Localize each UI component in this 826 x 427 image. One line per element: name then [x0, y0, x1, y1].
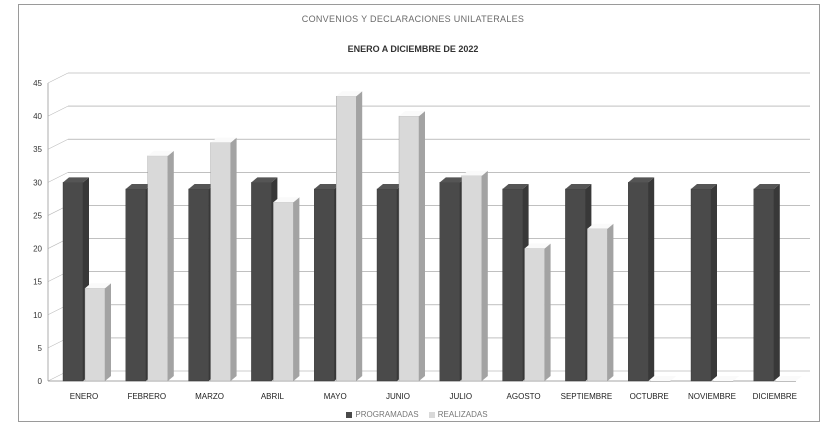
x-category-label: OCTUBRE [630, 392, 669, 401]
bar-top [210, 137, 237, 143]
bar-realizadas [336, 96, 357, 382]
bar-side [105, 283, 111, 381]
bar-top [273, 197, 300, 203]
bar-side [419, 111, 425, 381]
x-category-label: MAYO [324, 392, 347, 401]
bar-top [461, 170, 488, 176]
bar-realizadas [210, 142, 231, 382]
bar-programadas [439, 182, 460, 382]
y-tick-label: 15 [33, 278, 42, 287]
bar-side [230, 137, 237, 381]
bar-programadas [753, 188, 774, 382]
bar-programadas [628, 182, 649, 382]
x-category-label: SEPTIEMBRE [561, 392, 613, 401]
gridline-depth [47, 105, 69, 117]
legend-swatch-programadas [346, 411, 353, 418]
bar-top [125, 183, 152, 189]
bar-top [628, 177, 655, 183]
bar-side [293, 197, 300, 381]
bar-top [399, 111, 425, 117]
bar-top [85, 283, 111, 289]
gridline-depth [47, 72, 69, 84]
chart-subtitle: ENERO A DICIEMBRE DE 2022 [347, 44, 479, 54]
y-tick-label: 45 [33, 79, 42, 88]
bar-programadas [125, 188, 147, 382]
legend-label-programadas: PROGRAMADAS [355, 410, 419, 419]
y-tick-label: 5 [38, 344, 43, 353]
bar-top [713, 376, 739, 381]
bar-top [753, 183, 780, 189]
bar-realizadas [587, 228, 608, 382]
gridline-depth [47, 172, 69, 183]
x-category-label: DICIEMBRE [753, 392, 797, 401]
x-category-label: JUNIO [386, 392, 410, 401]
bar-top [587, 223, 614, 229]
bar-programadas [565, 188, 586, 382]
bar-programadas [314, 188, 335, 382]
bar-realizadas [147, 155, 169, 382]
bar-programadas [188, 188, 209, 382]
bar-top [691, 183, 717, 189]
bar-side [544, 243, 551, 381]
y-tick-label: 40 [33, 112, 42, 121]
y-tick-label: 10 [33, 311, 42, 320]
x-category-label: ENERO [70, 392, 98, 401]
bar-top [188, 183, 215, 189]
bar-programadas [376, 188, 398, 382]
bar-top [439, 177, 466, 183]
bar-top [147, 150, 174, 156]
bar-top [650, 376, 677, 381]
bar-side [481, 170, 488, 381]
bar-top [336, 91, 363, 97]
bar-top [524, 243, 551, 249]
bar-programadas [502, 188, 523, 382]
y-tick-label: 20 [33, 245, 42, 254]
bar-realizadas [650, 380, 671, 382]
bar-top [251, 177, 278, 183]
bar-side [607, 223, 614, 381]
y-tick-label: 25 [33, 211, 42, 220]
bar-top [775, 376, 802, 381]
bar-top [377, 183, 403, 189]
x-category-label: FEBRERO [127, 392, 166, 401]
bar-side [648, 177, 655, 381]
bar-top [63, 177, 89, 183]
bar-realizadas [775, 380, 796, 382]
bar-realizadas [398, 115, 420, 382]
x-category-label: ABRIL [261, 392, 285, 401]
chart-title: CONVENIOS Y DECLARACIONES UNILATERALES [301, 14, 525, 24]
bar-realizadas [712, 380, 734, 382]
bar-top [314, 183, 341, 189]
bar-realizadas [461, 175, 482, 382]
x-category-label: MARZO [195, 392, 224, 401]
legend-label-realizadas: REALIZADAS [437, 410, 488, 419]
y-tick-label: 30 [33, 178, 42, 187]
legend: PROGRAMADAS REALIZADAS [0, 410, 826, 419]
bar-programadas [251, 182, 272, 382]
bar-side [167, 150, 174, 381]
bar-programadas [62, 182, 84, 382]
bar-side [356, 91, 363, 381]
legend-swatch-realizadas [428, 411, 435, 418]
bar-realizadas [84, 288, 106, 382]
x-category-label: JULIO [449, 392, 472, 401]
gridline-depth [47, 138, 69, 150]
bar-realizadas [524, 248, 545, 382]
x-category-label: NOVIEMBRE [688, 392, 736, 401]
bar-side [711, 183, 717, 381]
bar-realizadas [273, 201, 294, 382]
bar-top [565, 183, 592, 189]
bar-programadas [690, 188, 712, 382]
bar-top [502, 183, 529, 189]
x-category-label: AGOSTO [507, 392, 541, 401]
y-tick-label: 0 [38, 377, 43, 386]
bar-side [773, 183, 780, 381]
y-tick-label: 35 [33, 145, 42, 154]
